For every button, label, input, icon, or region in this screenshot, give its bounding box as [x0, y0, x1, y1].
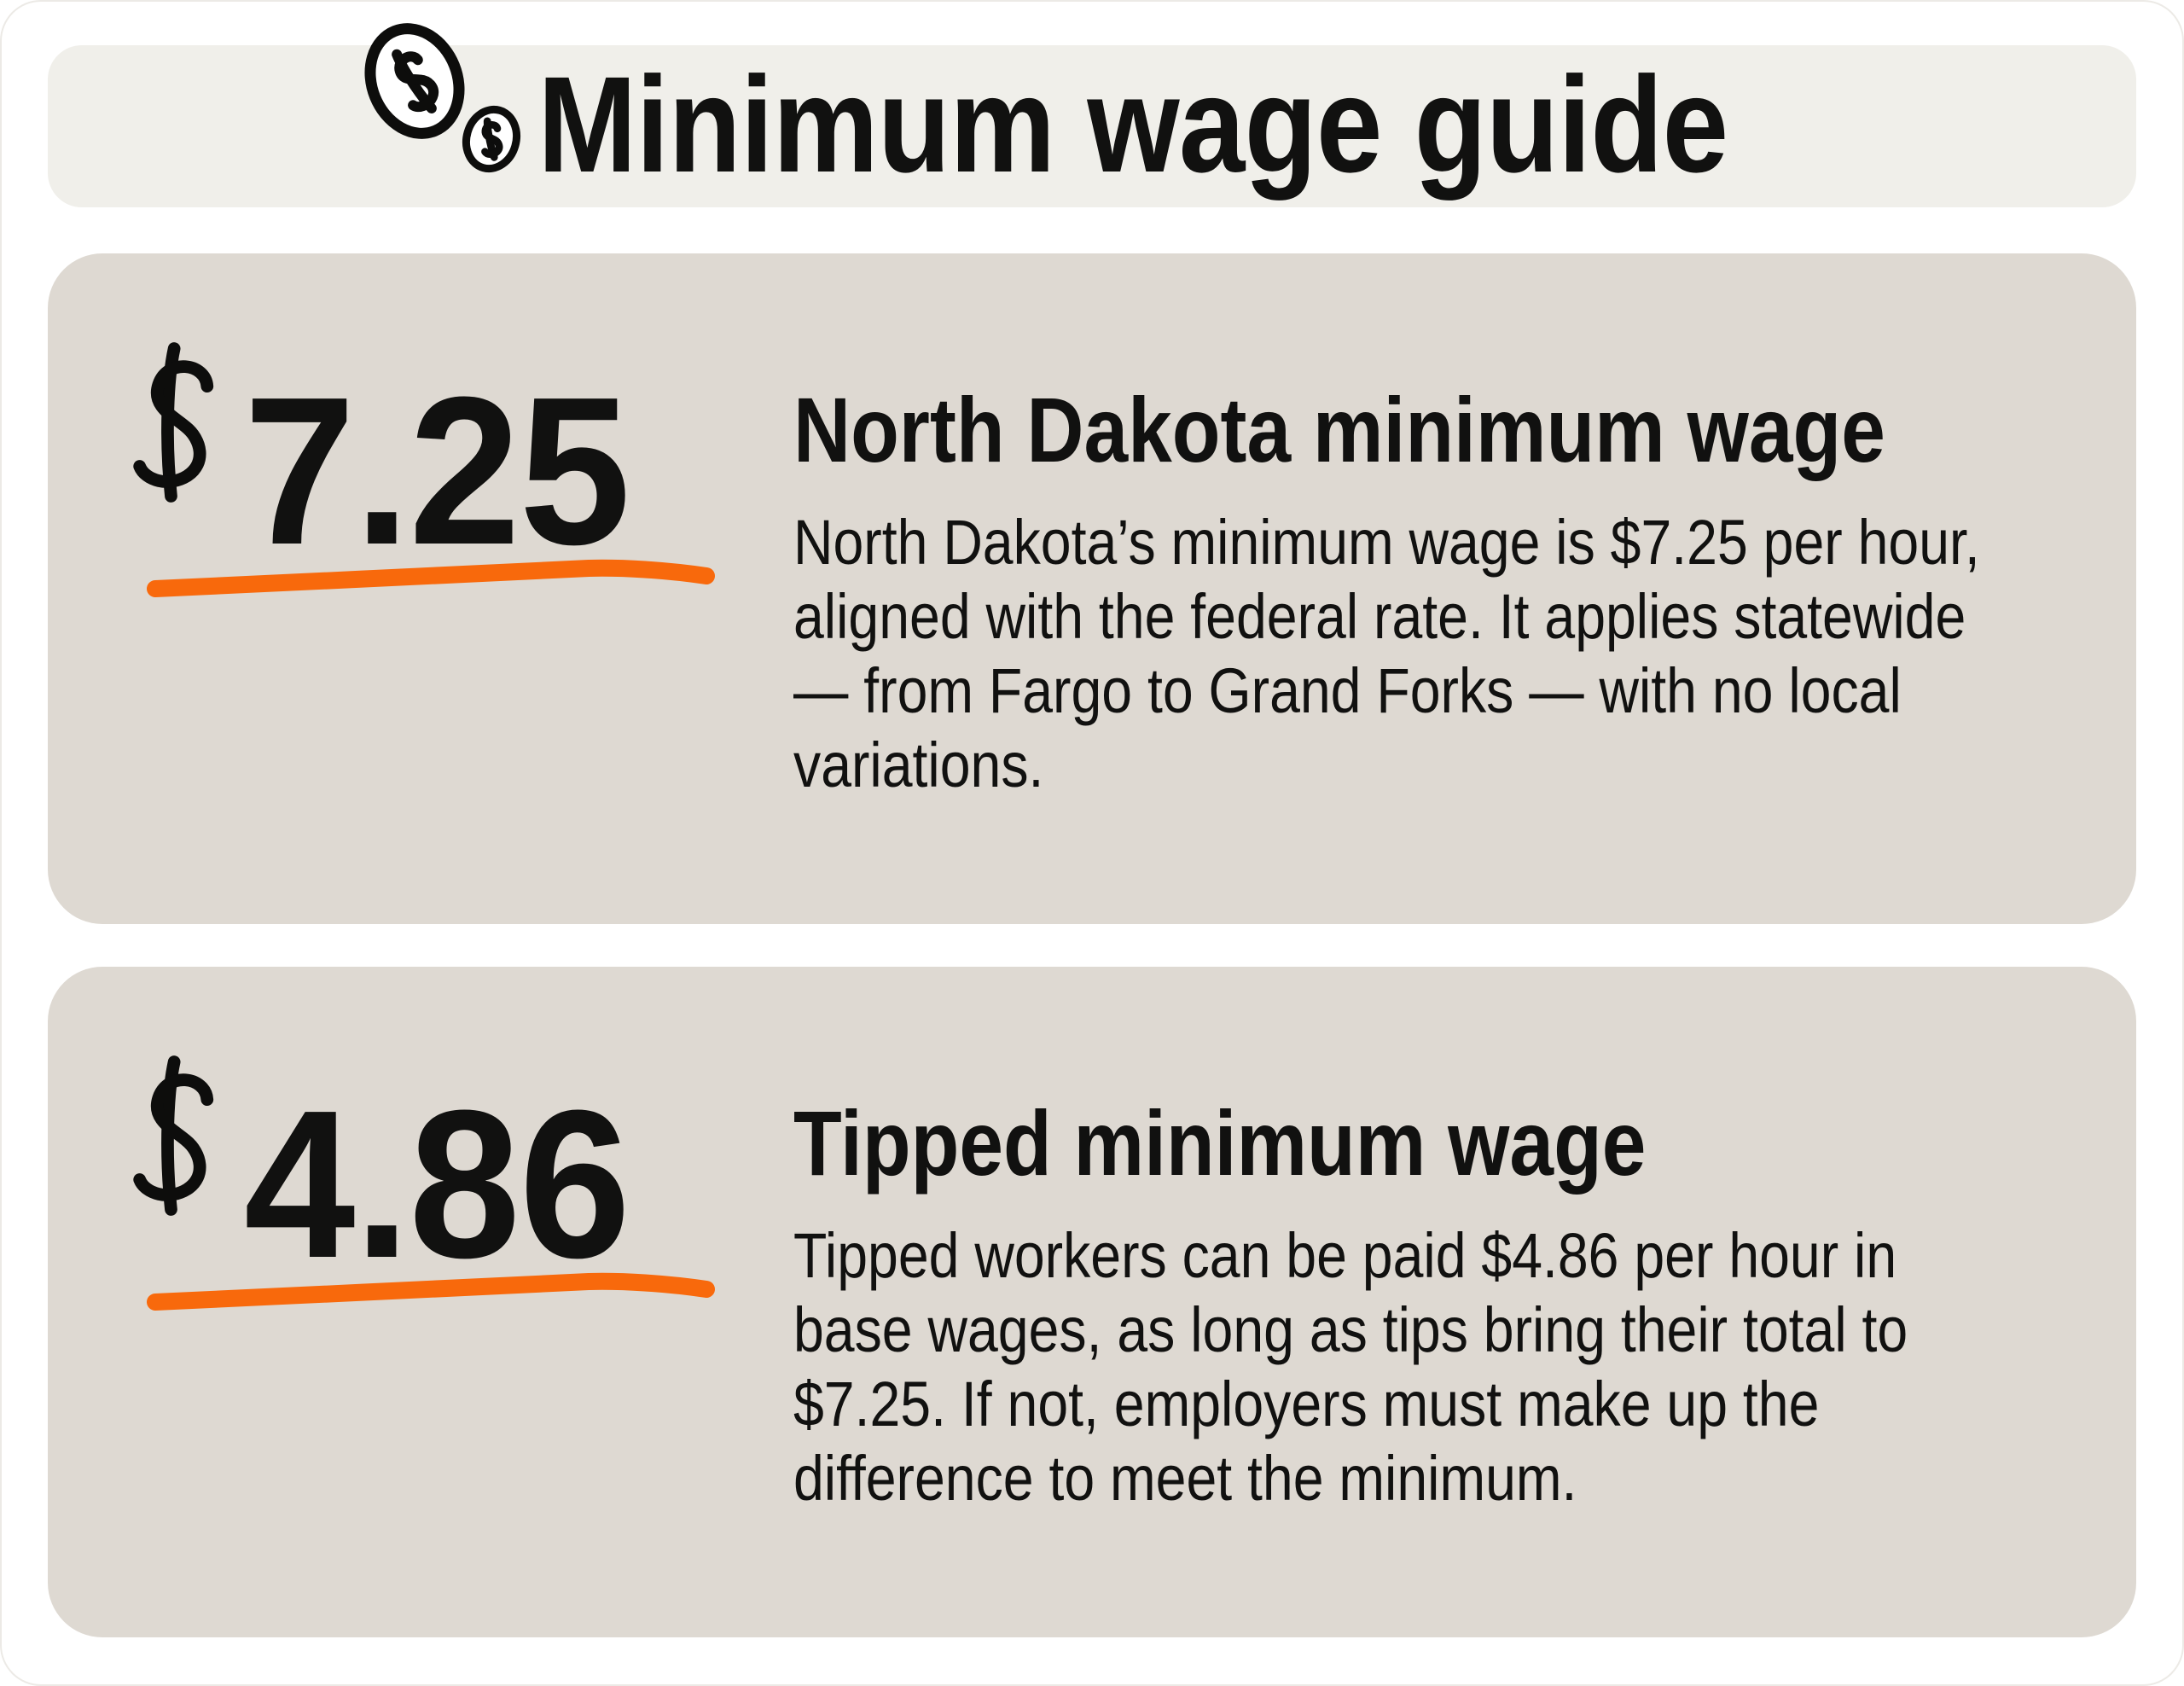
amount-value: 4.86: [244, 1067, 630, 1302]
dollar-coins-icon: [364, 23, 520, 173]
hand-drawn-dollar-sign-icon: [139, 348, 208, 497]
amount-value: 7.25: [244, 353, 630, 589]
card-heading: North Dakota minimum wage: [793, 378, 1885, 481]
card-body: Tipped workers can be paid $4.86 per hou…: [793, 1220, 1908, 1514]
page-title: Minimum wage guide: [537, 48, 1728, 201]
orange-underline-squiggle: [145, 561, 717, 600]
wage-card-tipped-minimum: 4.86 Tipped minimum wage Tipped workers …: [48, 967, 2136, 1637]
orange-underline-squiggle: [145, 1274, 717, 1313]
card-body: North Dakota’s minimum wage is $7.25 per…: [793, 507, 1980, 800]
header-band: Minimum wage guide: [48, 23, 2136, 207]
wage-card-state-minimum: 7.25 North Dakota minimum wage North Dak…: [48, 253, 2136, 924]
hand-drawn-dollar-sign-icon: [139, 1061, 208, 1210]
card-heading: Tipped minimum wage: [793, 1091, 1647, 1195]
